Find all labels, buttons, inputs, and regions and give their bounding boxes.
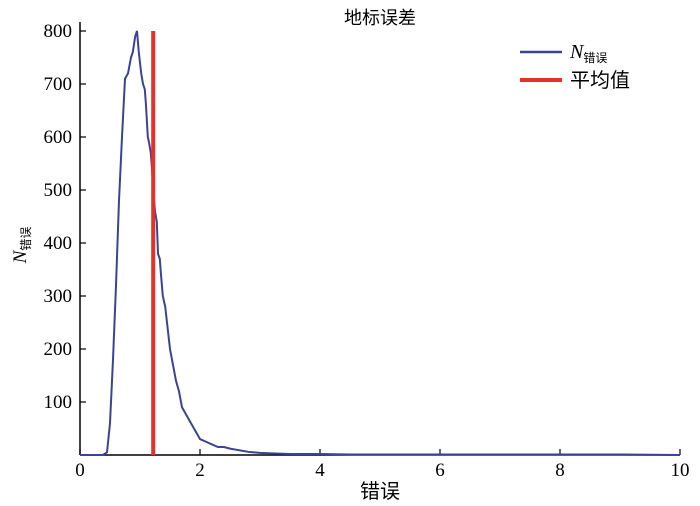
- legend-label-n: N: [569, 41, 585, 63]
- y-tick-label: 300: [44, 286, 73, 307]
- y-axis-title-main: N: [10, 249, 31, 264]
- legend: N错误 平均值: [520, 41, 630, 92]
- x-tick-label: 4: [315, 460, 325, 481]
- series-line-n-error: [80, 30, 681, 456]
- x-axis-title: 错误: [360, 479, 400, 503]
- y-tick-label: 800: [44, 21, 73, 42]
- x-tick-label: 6: [435, 460, 445, 481]
- y-tick-label: 500: [44, 180, 73, 201]
- svg-text:N错误: N错误: [10, 227, 33, 265]
- x-tick-label: 10: [671, 460, 690, 481]
- x-ticks: 0 2 4 6 8 10: [75, 449, 690, 481]
- y-tick-label: 700: [44, 74, 73, 95]
- svg-text:N错误: N错误: [569, 41, 607, 65]
- x-tick-label: 2: [195, 460, 205, 481]
- y-axis-title: N错误: [10, 227, 33, 265]
- y-tick-label: 200: [44, 339, 73, 360]
- x-tick-label: 8: [555, 460, 565, 481]
- legend-label-mean: 平均值: [570, 68, 630, 92]
- y-tick-label: 400: [44, 233, 73, 254]
- legend-label-n-sub: 错误: [583, 51, 607, 65]
- y-axis-title-sub: 错误: [19, 227, 33, 251]
- plot-area: 0 2 4 6 8 10 100 200 300 400 500 600 700 800: [44, 21, 690, 481]
- y-tick-label: 100: [44, 392, 73, 413]
- x-tick-label: 0: [75, 460, 85, 481]
- y-tick-label: 600: [44, 127, 73, 148]
- y-ticks: 100 200 300 400 500 600 700 800: [44, 21, 86, 413]
- chart-title: 地标误差: [344, 8, 416, 29]
